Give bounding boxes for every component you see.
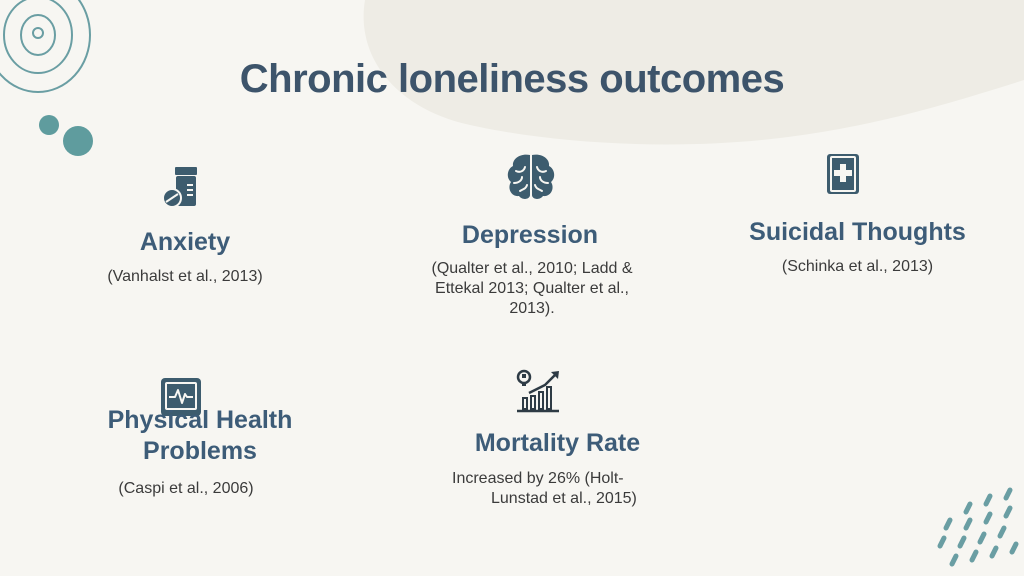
mortality-citation-line2: Lunstad et al., 2015): [491, 490, 637, 507]
physical-health-heading-line1: Physical Health: [107, 406, 293, 434]
suicidal-thoughts-heading: Suicidal Thoughts: [749, 218, 966, 246]
dots-decoration: [39, 115, 93, 156]
dashes-decoration: [937, 487, 1019, 567]
suicidal-thoughts-citation: (Schinka et al., 2013): [781, 258, 934, 275]
pill-bottle-icon: [162, 167, 197, 208]
page-title: Chronic loneliness outcomes: [239, 57, 785, 101]
anxiety-heading: Anxiety: [139, 228, 231, 256]
anxiety-citation: (Vanhalst et al., 2013): [107, 268, 263, 285]
medical-book-icon: [827, 154, 859, 194]
mortality-rate-citation: Increased by 26% (Holt- Lunstad et al., …: [440, 469, 655, 509]
brain-icon: [507, 154, 555, 199]
rising-chart-icon: [516, 369, 559, 413]
depression-heading: Depression: [461, 221, 599, 249]
depression-citation: (Qualter et al., 2010; Ladd & Ettekal 20…: [431, 260, 633, 317]
mortality-rate-heading: Mortality Rate: [474, 429, 641, 457]
physical-health-heading-line2: Problems: [143, 437, 257, 465]
heart-monitor-icon: [161, 378, 201, 416]
physical-health-heading: Physical Health Problems: [80, 405, 320, 467]
mortality-citation-line1: Increased by 26% (Holt-: [452, 470, 624, 487]
physical-health-citation: (Caspi et al., 2006): [118, 480, 254, 497]
concentric-circles-decoration: [0, 0, 91, 93]
